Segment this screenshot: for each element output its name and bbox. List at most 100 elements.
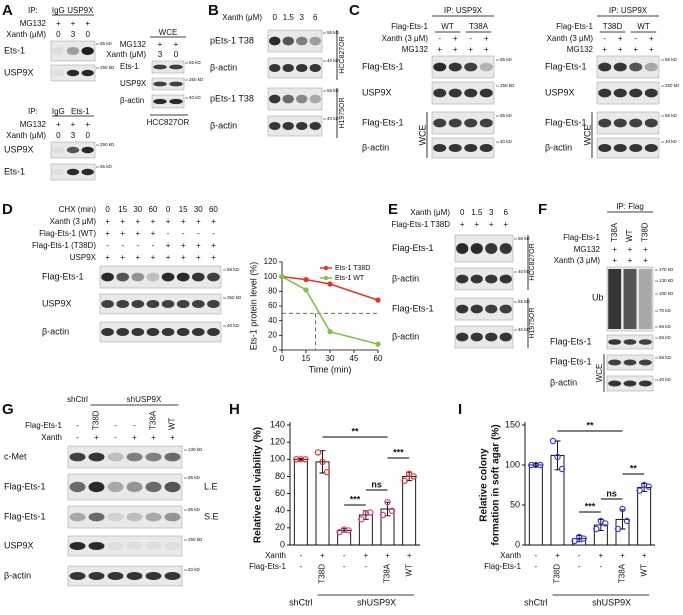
band [101, 328, 114, 336]
lane-label: WT [625, 229, 634, 242]
label: Flag-Ets-1 [550, 336, 592, 346]
lane-label: + [85, 19, 90, 28]
x-tick-label: 60 [374, 354, 383, 363]
band [81, 168, 94, 176]
band [107, 542, 124, 550]
blot [67, 565, 183, 587]
kd-marker: 55 kD [659, 335, 672, 340]
label: β-actin [210, 62, 237, 72]
band [153, 81, 167, 87]
label: β-actin [42, 326, 69, 336]
y-tick-label: 80 [268, 286, 277, 295]
band [164, 512, 181, 522]
band [629, 88, 643, 98]
lane-label: + [363, 551, 368, 560]
label: T38A [469, 22, 489, 31]
band [638, 380, 652, 387]
band [485, 274, 498, 284]
lane-label: + [196, 217, 201, 226]
lane-label: + [181, 217, 186, 226]
kd-marker: 55 kD [518, 299, 531, 304]
band [164, 572, 181, 580]
kd-marker: 55 kD [189, 60, 202, 65]
label: USP9X [4, 67, 34, 77]
band [145, 452, 162, 462]
lane-label: + [633, 45, 638, 54]
blot [431, 55, 495, 79]
blot [67, 473, 183, 501]
band [644, 144, 658, 152]
band [598, 88, 612, 98]
lane-label: + [120, 229, 125, 238]
lane-label: + [555, 551, 560, 560]
lane-label: - [299, 551, 302, 560]
band [479, 144, 493, 152]
y-tick-label: 40 [268, 316, 277, 325]
blot [50, 40, 96, 62]
lane-label: - [114, 433, 117, 442]
label: WCE [417, 125, 427, 146]
band [146, 272, 160, 282]
band [191, 328, 205, 336]
kd-marker: 250 kD [189, 77, 204, 82]
label: β-actin [4, 570, 31, 580]
kd-marker: 130 kD [188, 447, 203, 452]
smear [623, 269, 637, 329]
lane-label: + [158, 40, 163, 49]
kd-marker: 55 kD [500, 113, 513, 118]
data-point [367, 509, 374, 516]
data-point [554, 453, 561, 461]
band [464, 118, 478, 128]
kd-marker: 55 kD [188, 475, 201, 480]
lane-label: + [181, 253, 186, 262]
smear [638, 269, 652, 329]
x-tick-label: 45 [350, 354, 359, 363]
blot [151, 94, 185, 109]
band [479, 62, 493, 72]
band [456, 243, 469, 254]
blot [151, 77, 185, 91]
lane-label: 0 [56, 131, 61, 140]
kd-marker: 130 kD [659, 278, 674, 283]
lane-label: + [628, 256, 633, 265]
band [126, 512, 143, 522]
band [66, 146, 80, 154]
kd-marker: 170 kD [659, 267, 674, 272]
row-label: Xanth (3 μM) [547, 34, 594, 43]
significance-label: ns [606, 488, 617, 498]
lane-label: WT [639, 564, 648, 577]
y-tick-label: 0 [280, 539, 285, 549]
band [638, 339, 652, 345]
blot [267, 57, 323, 79]
row-label: Xanth (μM) [6, 30, 46, 39]
label: Flag-Ets-1 [550, 356, 592, 366]
y-tick-label: 60 [268, 301, 277, 310]
lane-label: + [105, 253, 110, 262]
data-point [319, 458, 326, 466]
lane-label: - [114, 421, 117, 430]
lane-label: - [133, 421, 136, 430]
band [126, 452, 143, 462]
lane-label: + [453, 34, 458, 43]
band [282, 36, 294, 46]
lane-label: + [56, 19, 61, 28]
data-point [323, 468, 331, 476]
band [207, 328, 220, 336]
y-tick-label: 50 [510, 499, 520, 509]
legend-swatch [323, 275, 329, 281]
label: USP9X [67, 6, 94, 15]
band [153, 64, 167, 70]
band [131, 300, 145, 308]
row-label: Xanth (μM) [6, 131, 46, 140]
row-label: Xanth (μM) [106, 50, 146, 59]
band [116, 328, 130, 336]
lane-label: + [649, 34, 654, 43]
y-tick-label: 120 [270, 437, 285, 447]
label: USP9X [120, 79, 147, 88]
bar [402, 475, 417, 546]
lane-label: + [620, 551, 625, 560]
label: β-actin [210, 120, 237, 130]
band [81, 69, 94, 77]
data-point [571, 537, 578, 545]
